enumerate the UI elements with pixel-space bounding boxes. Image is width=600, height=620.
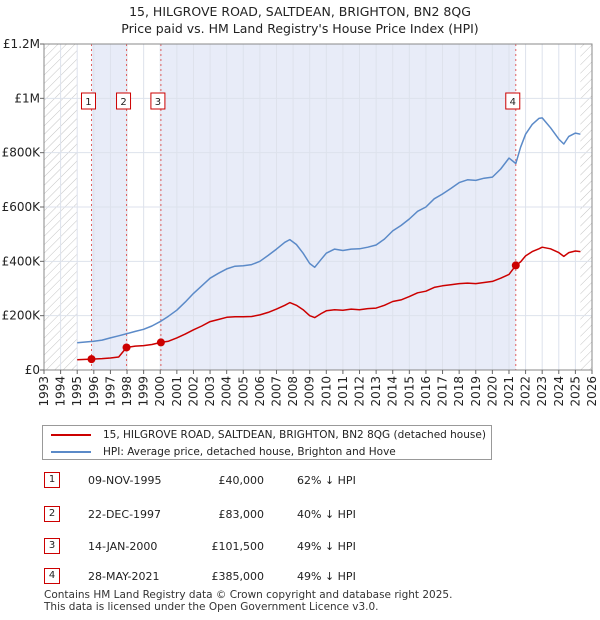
sale-number-box: 2 (116, 92, 132, 110)
sale-point (156, 338, 165, 347)
legend-swatch-price (51, 433, 91, 436)
sale-hpi-diff: 49% ↓ HPI (297, 540, 356, 553)
y-tick-label: £200K (2, 309, 42, 323)
sale-price: £385,000 (211, 570, 265, 583)
sale-hpi-diff: 49% ↓ HPI (297, 570, 356, 583)
x-tick-label: 2009 (303, 376, 317, 407)
sale-number-label: 2 (120, 97, 126, 108)
x-tick-label: 1999 (137, 376, 151, 407)
x-tick-label: 2018 (452, 376, 466, 407)
sale-number-badge: 3 (44, 538, 60, 554)
y-tick-label: £800K (2, 146, 42, 160)
x-tick-label: 2019 (469, 376, 483, 407)
x-tick-label: 2013 (369, 376, 383, 407)
sale-date: 14-JAN-2000 (88, 540, 158, 553)
x-tick-label: 2026 (585, 376, 599, 407)
sale-point (87, 355, 96, 364)
x-tick-label: 2014 (386, 376, 400, 407)
sale-hpi-diff: 62% ↓ HPI (297, 474, 356, 487)
sale-price: £101,500 (211, 540, 265, 553)
x-tick-label: 2010 (319, 376, 333, 407)
x-tick-label: 2006 (253, 376, 267, 407)
x-tick-label: 1995 (70, 376, 84, 407)
x-tick-label: 2015 (402, 376, 416, 407)
footer-line1: Contains HM Land Registry data © Crown c… (44, 589, 453, 601)
y-tick-label: £1M (14, 91, 40, 105)
sale-number-box: 3 (150, 92, 166, 110)
sale-price: £83,000 (218, 508, 265, 521)
y-tick-label: £0 (25, 363, 40, 377)
x-tick-label: 2000 (153, 376, 167, 407)
legend-label-hpi: HPI: Average price, detached house, Brig… (103, 445, 396, 458)
sale-date: 28-MAY-2021 (88, 570, 160, 583)
chart-title-line2: Price paid vs. HM Land Registry's House … (121, 21, 479, 36)
sale-number-badge: 4 (44, 568, 60, 584)
sale-point (122, 343, 131, 352)
chart-title: 15, HILGROVE ROAD, SALTDEAN, BRIGHTON, B… (0, 3, 600, 37)
y-tick-label: £600K (2, 200, 42, 214)
x-tick-label: 2005 (236, 376, 250, 407)
legend: 15, HILGROVE ROAD, SALTDEAN, BRIGHTON, B… (42, 425, 492, 460)
x-tick-label: 2011 (336, 376, 350, 407)
x-tick-label: 2016 (419, 376, 433, 407)
hpi-series-line (77, 117, 581, 344)
sale-number-badge: 1 (44, 472, 60, 488)
y-tick-label: £400K (2, 254, 42, 268)
sale-number-box-frame (116, 92, 132, 110)
x-tick-label: 2012 (353, 376, 367, 407)
x-tick-label: 2021 (502, 376, 516, 407)
x-tick-label: 2001 (170, 376, 184, 407)
x-tick-label: 2002 (186, 376, 200, 407)
sale-date: 22-DEC-1997 (88, 508, 162, 521)
x-tick-label: 2023 (535, 376, 549, 407)
x-tick-label: 1997 (103, 376, 117, 407)
x-tick-label: 2008 (286, 376, 300, 407)
sale-number-box: 1 (80, 92, 96, 110)
legend-item-price: 15, HILGROVE ROAD, SALTDEAN, BRIGHTON, B… (51, 426, 486, 443)
sale-number-label: 1 (85, 97, 91, 108)
chart-title-line1: 15, HILGROVE ROAD, SALTDEAN, BRIGHTON, B… (129, 4, 471, 19)
x-tick-label: 2003 (203, 376, 217, 407)
sale-hpi-diff: 40% ↓ HPI (297, 508, 356, 521)
x-tick-label: 1996 (87, 376, 101, 407)
x-tick-label: 2024 (552, 376, 566, 407)
legend-item-hpi: HPI: Average price, detached house, Brig… (51, 443, 396, 460)
footer-line2: This data is licensed under the Open Gov… (44, 601, 379, 613)
sale-number-box-frame (505, 92, 521, 110)
x-tick-label: 1993 (37, 376, 51, 407)
x-tick-label: 2007 (269, 376, 283, 407)
x-tick-label: 2017 (436, 376, 450, 407)
x-tick-label: 1994 (54, 376, 68, 407)
legend-label-price: 15, HILGROVE ROAD, SALTDEAN, BRIGHTON, B… (103, 428, 486, 441)
x-tick-label: 2020 (485, 376, 499, 407)
sale-number-label: 3 (155, 97, 161, 108)
sale-date: 09-NOV-1995 (88, 474, 162, 487)
sale-number-label: 4 (510, 97, 516, 108)
sale-number-badge: 2 (44, 506, 60, 522)
x-tick-label: 2022 (519, 376, 533, 407)
sale-point (511, 261, 520, 270)
sale-price: £40,000 (218, 474, 265, 487)
x-tick-label: 2025 (568, 376, 582, 407)
footer-attribution: Contains HM Land Registry data © Crown c… (44, 589, 452, 613)
sale-number-box-frame (150, 92, 166, 110)
legend-swatch-hpi (51, 450, 91, 453)
y-tick-label: £1.2M (3, 37, 40, 51)
sale-number-box-frame (80, 92, 96, 110)
sale-number-box: 4 (505, 92, 521, 110)
x-tick-label: 1998 (120, 376, 134, 407)
x-tick-label: 2004 (220, 376, 234, 407)
